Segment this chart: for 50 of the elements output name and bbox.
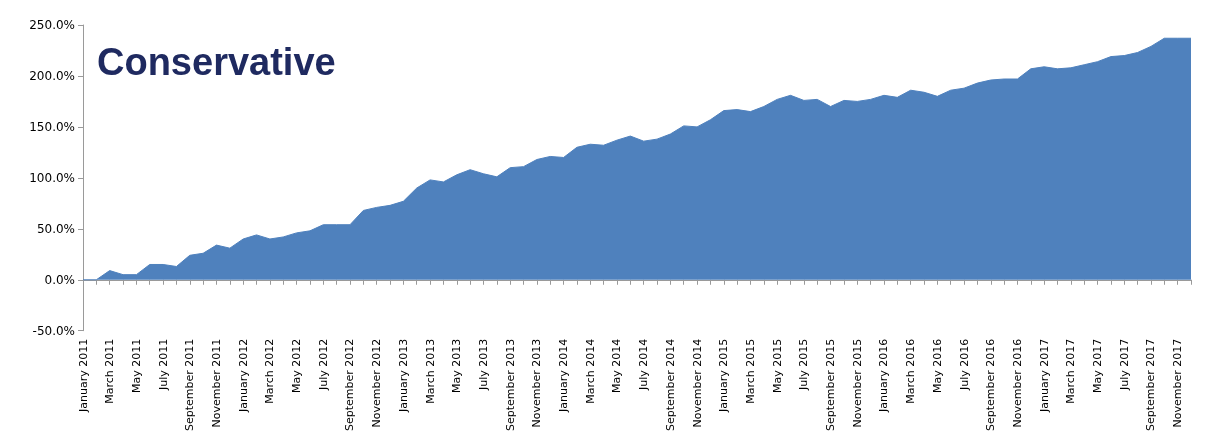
x-tick-label: May 2012 <box>290 338 304 393</box>
x-tick-label: November 2016 <box>1010 338 1024 428</box>
y-tick-label: 250.0% <box>29 18 75 32</box>
x-tick-label: November 2014 <box>690 338 704 428</box>
x-tick-label: January 2013 <box>396 338 410 413</box>
y-tick-label: 50.0% <box>36 221 75 236</box>
x-tick-label: September 2016 <box>984 338 998 432</box>
x-tick-label: January 2014 <box>557 338 571 413</box>
x-tick-label: July 2012 <box>316 338 330 391</box>
x-tick-label: March 2011 <box>103 338 117 404</box>
x-tick-label: July 2014 <box>637 338 651 391</box>
x-tick-label: January 2016 <box>877 338 891 413</box>
x-tick-label: September 2012 <box>343 338 357 432</box>
x-tick-label: March 2012 <box>263 338 277 404</box>
x-tick-label: September 2017 <box>1144 338 1158 432</box>
x-tick-label: March 2016 <box>904 338 918 404</box>
x-tick-label: January 2017 <box>1037 338 1051 413</box>
y-tick-label: -50.0% <box>32 323 75 338</box>
x-tick-label: November 2013 <box>530 338 544 428</box>
x-tick-label: September 2011 <box>183 338 197 432</box>
y-tick-label: 100.0% <box>29 170 75 185</box>
x-tick-label: November 2017 <box>1171 338 1185 428</box>
y-tick-label: 200.0% <box>29 68 75 83</box>
y-tick-label: 0.0% <box>44 272 75 287</box>
x-tick-label: November 2012 <box>370 338 384 428</box>
x-tick-label: May 2016 <box>930 338 944 393</box>
x-tick-label: May 2013 <box>450 338 464 393</box>
x-tick-label: March 2013 <box>423 338 437 404</box>
x-tick-label: March 2017 <box>1064 338 1078 404</box>
x-tick-label: July 2015 <box>797 338 811 391</box>
x-tick-label: March 2015 <box>743 338 757 404</box>
x-tick-label: September 2013 <box>503 338 517 432</box>
chart-title: Conservative <box>97 41 336 83</box>
x-tick-label: November 2011 <box>209 338 223 428</box>
x-tick-label: July 2016 <box>957 338 971 391</box>
x-tick-label: May 2015 <box>770 338 784 393</box>
y-tick-label: 150.0% <box>29 119 75 134</box>
x-tick-label: January 2011 <box>76 338 90 413</box>
x-tick-label: January 2012 <box>236 338 250 413</box>
x-tick-label: January 2015 <box>717 338 731 413</box>
x-tick-label: July 2011 <box>156 338 170 391</box>
x-tick-label: July 2017 <box>1117 338 1131 391</box>
x-tick-label: November 2015 <box>850 338 864 428</box>
x-tick-label: September 2014 <box>663 338 677 432</box>
x-tick-label: May 2014 <box>610 338 624 393</box>
x-tick-label: July 2013 <box>476 338 490 391</box>
x-tick-label: May 2017 <box>1091 338 1105 393</box>
x-tick-label: March 2014 <box>583 338 597 404</box>
x-tick-label: September 2015 <box>824 338 838 432</box>
x-tick-label: May 2011 <box>129 338 143 393</box>
